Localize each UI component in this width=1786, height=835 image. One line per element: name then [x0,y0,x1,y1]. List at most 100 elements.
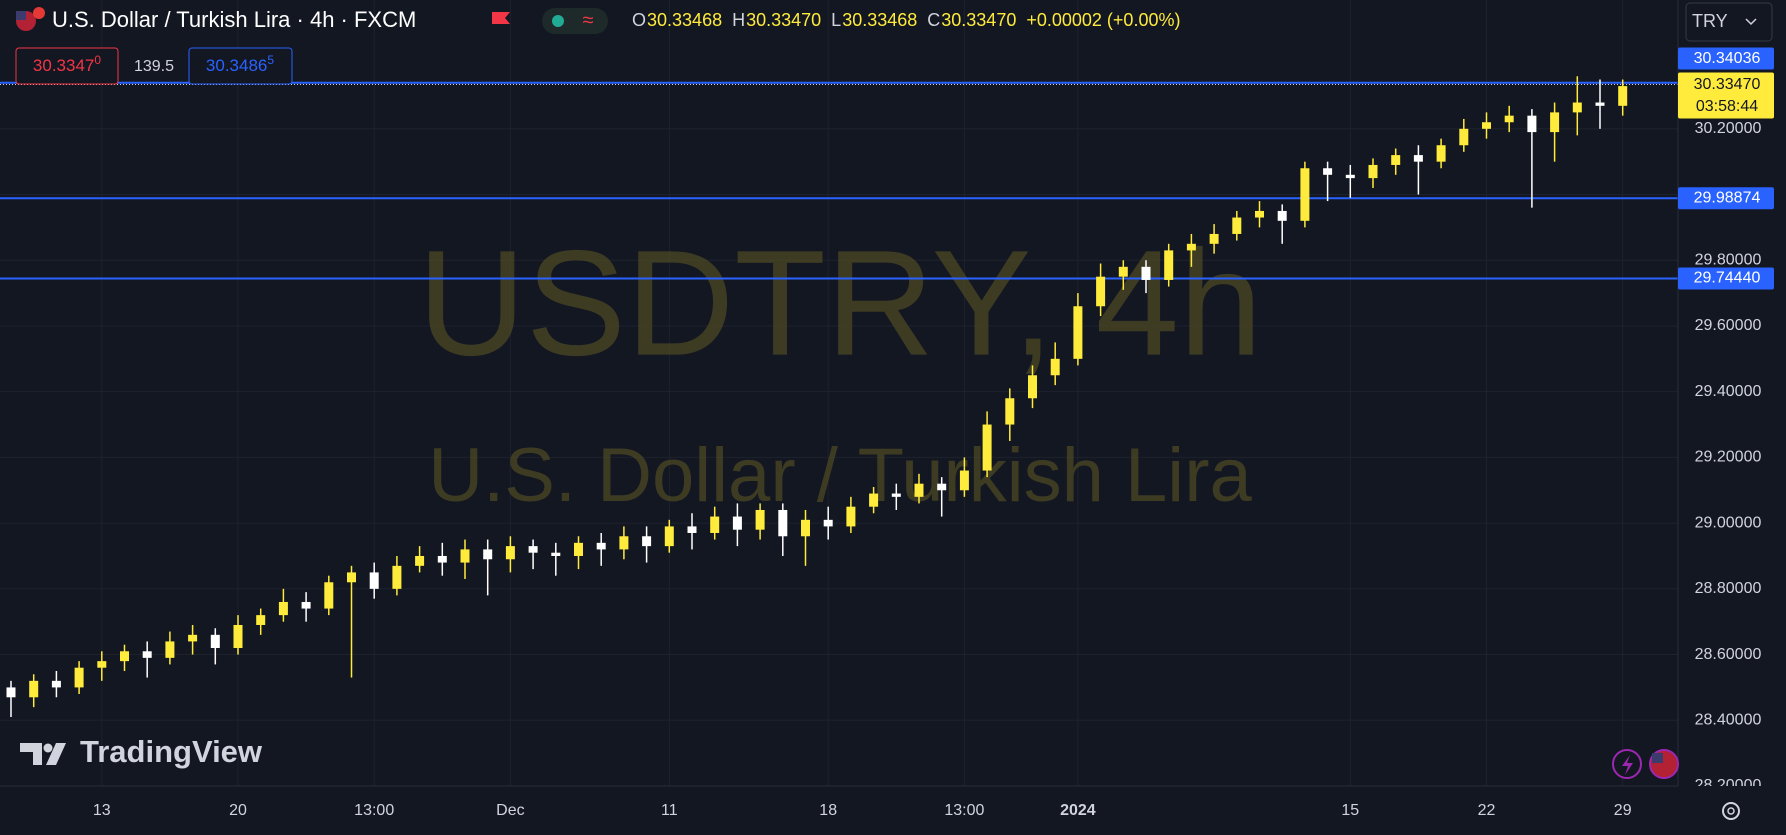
y-tick-label: 29.40000 [1695,383,1762,400]
price-line-box [1678,187,1774,210]
price-line-box [1678,267,1774,290]
candle-body [1005,398,1015,425]
ohlc-value: 30.33468 [647,10,722,30]
candle-body [1618,86,1628,106]
x-tick-label: 20 [229,802,247,819]
watermark-description: U.S. Dollar / Turkish Lira [428,433,1252,518]
ohlc-change: +0.00002 (+0.00%) [1026,10,1180,30]
ohlc-label: L [831,10,841,30]
candle-body [1572,102,1582,113]
symbol-title: U.S. Dollar / Turkish Lira · 4h · FXCM [52,7,416,32]
candle-body [324,582,334,609]
y-tick-label: 29.80000 [1695,251,1762,268]
ohlc-value: 30.33470 [746,10,821,30]
candle-body [1550,112,1560,133]
settings-icon[interactable] [1722,802,1740,820]
candle-body [869,493,879,507]
candle-body [437,555,447,563]
countdown-label: 03:58:44 [1696,98,1758,115]
candle-body [188,634,198,642]
x-tick-label: 22 [1478,802,1496,819]
buy-price: 30.34865 [206,53,274,75]
price-axis [1678,0,1786,835]
y-tick-label: 29.60000 [1695,317,1762,334]
candle-body [278,601,288,616]
price-line-box [1678,47,1774,70]
candle-body [1345,174,1355,179]
sell-box[interactable] [15,47,119,85]
y-tick-label: 30.20000 [1695,120,1762,137]
x-tick-label: 13 [93,802,111,819]
candle-body [801,519,810,537]
candle-body [347,572,356,583]
watermark-symbol: USDTRY, 4h [418,219,1263,387]
x-tick-label: 15 [1341,802,1359,819]
y-tick-label: 28.60000 [1695,646,1762,663]
candle-body [1096,276,1106,307]
flag-icon-canton [16,11,26,20]
candle-body [1141,266,1151,280]
flag-icon-badge [33,7,45,19]
y-tick-label: 29.00000 [1695,514,1762,531]
candle-body [233,624,243,648]
y-tick-label: 28.40000 [1695,711,1762,728]
candle-body [120,651,129,662]
logo-mark [20,743,42,765]
candle-body [256,615,266,625]
candle-body [1504,115,1514,123]
candle-body [1073,306,1083,359]
candle-body [301,601,311,609]
candle-body [6,687,16,698]
candle-body [846,506,856,527]
candle-body [1186,243,1196,251]
candle-body [755,509,765,530]
x-tick-label: Dec [496,802,524,819]
candle-body [1436,145,1446,162]
candle-body [1164,250,1174,280]
candle-body [1459,128,1469,146]
candle-body [959,470,969,491]
settings-icon-hub [1727,807,1735,815]
candle-body [732,516,742,530]
ohlc-label: C [927,10,940,30]
ohlc-label: O [632,10,646,30]
flag-marker [492,12,510,24]
candle-body [710,516,720,533]
candle-body [551,552,561,556]
candle-body [1323,168,1333,175]
logo-slash [46,743,66,765]
candle-body [664,526,674,547]
candle-body [1209,233,1219,244]
x-tick-label: 13:00 [354,802,394,819]
candle-body [1255,210,1264,218]
buy-price-pip: 5 [267,53,274,67]
ohlc-value: 30.33470 [941,10,1016,30]
candle-body [619,536,629,550]
buy-price-main: 30.3486 [206,56,267,75]
status-pill [542,8,608,34]
buy-box[interactable] [188,47,293,85]
last-price-label: 30.33470 [1694,76,1761,93]
market-open-dot [552,15,564,27]
candle-body [1277,210,1287,221]
candle-body [483,549,493,560]
candle-body [574,542,583,556]
candle-body [1391,155,1401,165]
candle-body [1028,375,1037,399]
logo-dot [43,743,53,753]
candle-body [415,555,425,566]
y-tick-label: 29.20000 [1695,449,1762,466]
currency-button[interactable] [1685,2,1773,42]
x-tick-label: 2024 [1060,802,1096,819]
candle-body [982,424,992,471]
spread: 139.5 [134,58,174,75]
candle-body [528,546,538,553]
currency-caret [1745,18,1757,26]
candle-body [596,542,606,550]
candle-body [29,680,39,698]
ohlc-value: 30.33468 [842,10,917,30]
candle-body [142,651,152,658]
time-axis [0,786,1786,835]
